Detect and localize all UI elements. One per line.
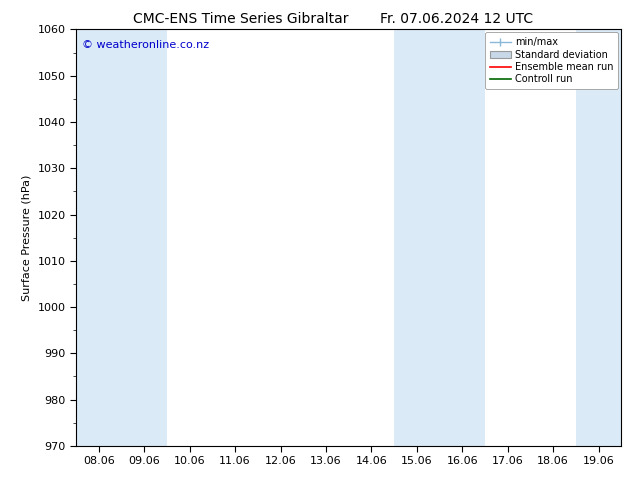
Bar <box>576 29 621 446</box>
Bar <box>439 29 485 446</box>
Text: © weatheronline.co.nz: © weatheronline.co.nz <box>82 40 209 50</box>
Bar <box>76 29 122 446</box>
Y-axis label: Surface Pressure (hPa): Surface Pressure (hPa) <box>22 174 32 301</box>
Text: Fr. 07.06.2024 12 UTC: Fr. 07.06.2024 12 UTC <box>380 12 533 26</box>
Legend: min/max, Standard deviation, Ensemble mean run, Controll run: min/max, Standard deviation, Ensemble me… <box>485 32 618 89</box>
Text: CMC-ENS Time Series Gibraltar: CMC-ENS Time Series Gibraltar <box>133 12 349 26</box>
Bar <box>122 29 167 446</box>
Bar <box>394 29 439 446</box>
